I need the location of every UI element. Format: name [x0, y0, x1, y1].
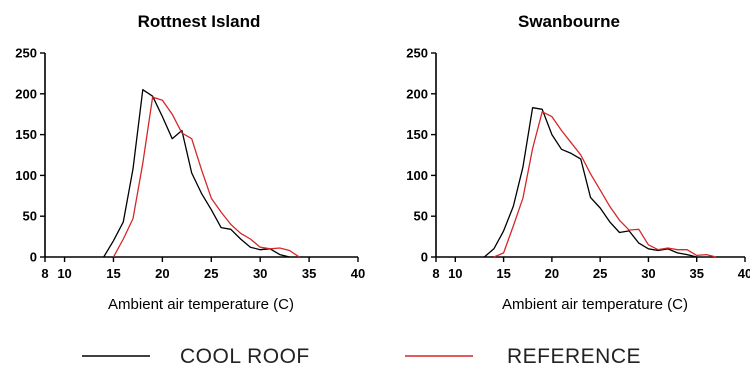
legend-item-cool-roof: COOL ROOF [82, 345, 310, 368]
x-tick-label: 35 [689, 266, 703, 281]
y-tick-label: 0 [421, 250, 428, 265]
y-tick-label: 50 [23, 209, 37, 224]
series-line-reference [493, 111, 717, 258]
x-tick-label: 10 [448, 266, 462, 281]
series-line-reference [112, 96, 300, 258]
y-tick-label: 200 [406, 86, 428, 101]
legend-item-reference: REFERENCE [405, 345, 641, 368]
x-tick-label: 35 [302, 266, 316, 281]
y-tick-label: 150 [406, 127, 428, 142]
series-line-cool-roof [103, 89, 290, 258]
chart-panel-swanbourne: Swanbourne Ambient air temperature (C) 0… [406, 12, 750, 313]
x-tick-label: 20 [155, 266, 169, 281]
x-tick-label: 15 [496, 266, 510, 281]
x-tick-label: 20 [545, 266, 559, 281]
y-tick-label: 250 [406, 46, 428, 61]
y-tick-label: 250 [15, 46, 37, 61]
legend-label-reference: REFERENCE [507, 345, 641, 368]
x-axis-label: Ambient air temperature (C) [108, 296, 294, 313]
series-line-cool-roof [483, 107, 697, 258]
x-tick-label: 40 [351, 266, 365, 281]
y-tick-label: 150 [15, 127, 37, 142]
x-tick-label: 15 [106, 266, 120, 281]
x-tick-label: 10 [57, 266, 71, 281]
chart-title: Swanbourne [518, 12, 620, 31]
x-axis-label: Ambient air temperature (C) [502, 296, 688, 313]
x-tick-label: 8 [432, 266, 439, 281]
chart-panel-rottnest: Rottnest Island Ambient air temperature … [15, 12, 365, 313]
x-tick-label: 40 [738, 266, 750, 281]
x-tick-label: 25 [593, 266, 607, 281]
legend: COOL ROOF REFERENCE [82, 345, 641, 368]
legend-label-cool-roof: COOL ROOF [180, 345, 310, 368]
y-tick-label: 100 [406, 168, 428, 183]
y-tick-label: 50 [414, 209, 428, 224]
y-tick-label: 200 [15, 86, 37, 101]
y-tick-label: 100 [15, 168, 37, 183]
x-tick-label: 30 [641, 266, 655, 281]
x-tick-label: 30 [253, 266, 267, 281]
x-tick-label: 25 [204, 266, 218, 281]
y-tick-label: 0 [30, 250, 37, 265]
x-tick-label: 8 [41, 266, 48, 281]
chart-title: Rottnest Island [138, 12, 261, 31]
